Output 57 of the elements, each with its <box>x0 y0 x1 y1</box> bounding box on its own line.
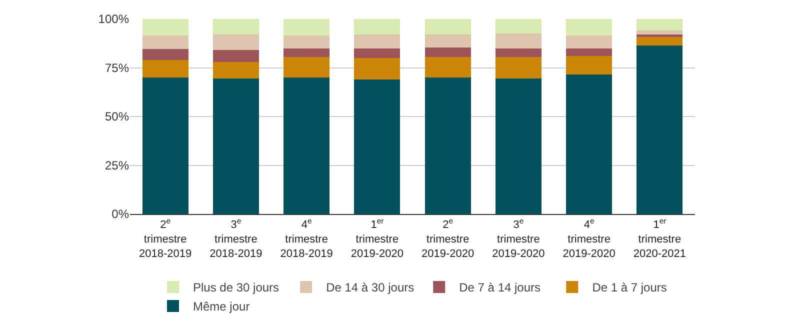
bar <box>142 36 188 50</box>
bar <box>212 34 259 50</box>
x-tick-label: 3$^{e}$ trimestre 2018-2019 <box>210 216 262 260</box>
x-tick-label: 2$^{e}$ trimestre 2018-2019 <box>139 216 192 260</box>
bar <box>424 47 471 58</box>
bar <box>495 34 542 48</box>
bar <box>142 49 188 60</box>
bar <box>495 48 542 58</box>
bar <box>636 36 683 46</box>
bar <box>424 34 471 48</box>
legend-label: De 7 à 14 jours <box>459 280 541 295</box>
bar <box>354 34 400 48</box>
bar <box>354 58 400 80</box>
y-tick-label: 75% <box>104 60 130 75</box>
bar <box>424 19 471 35</box>
bar <box>142 78 188 214</box>
x-tick-label: 1$^{er}$ trimestre 2020-2021 <box>633 216 686 260</box>
legend-label: Même jour <box>193 300 250 314</box>
bar <box>212 62 259 78</box>
bar <box>566 74 612 214</box>
x-tick-label: 3$^{e}$ trimestre 2019-2020 <box>492 216 545 260</box>
y-tick-label: 100% <box>98 12 130 26</box>
bar <box>142 19 188 36</box>
bar <box>354 79 400 214</box>
x-tick-label: 4$^{e}$ trimestre 2018-2019 <box>280 216 333 260</box>
bar <box>142 60 188 78</box>
bar <box>566 36 612 48</box>
bar <box>566 56 612 75</box>
bar <box>284 36 330 48</box>
bar <box>354 19 400 35</box>
bar <box>284 57 330 78</box>
legend-label: De 1 à 7 jours <box>592 280 667 295</box>
x-tick-label: 1$^{er}$ trimestre 2019-2020 <box>350 216 404 260</box>
y-tick-label: 50% <box>104 110 130 124</box>
x-tick-label: 4$^{e}$ trimestre 2019-2020 <box>562 216 616 260</box>
y-tick-label: 25% <box>104 158 130 172</box>
bar <box>212 50 259 62</box>
bar <box>636 30 683 35</box>
bar <box>354 48 400 58</box>
bar <box>495 78 542 214</box>
bar <box>495 19 542 34</box>
legend-label: De 14 à 30 jours <box>326 280 414 295</box>
x-tick-label: 2$^{e}$ trimestre 2019-2020 <box>422 216 474 260</box>
bar <box>424 57 471 78</box>
bar <box>636 45 683 214</box>
y-tick-label: 0% <box>112 207 130 222</box>
bar <box>212 78 259 214</box>
legend-label: Plus de 30 jours <box>193 280 280 295</box>
bar <box>566 19 612 36</box>
bar <box>495 57 542 78</box>
bar <box>566 48 612 56</box>
bar <box>284 48 330 58</box>
bar <box>284 19 330 36</box>
bar <box>284 78 330 214</box>
bar <box>212 19 259 35</box>
bar <box>636 19 683 31</box>
bar <box>424 78 471 214</box>
